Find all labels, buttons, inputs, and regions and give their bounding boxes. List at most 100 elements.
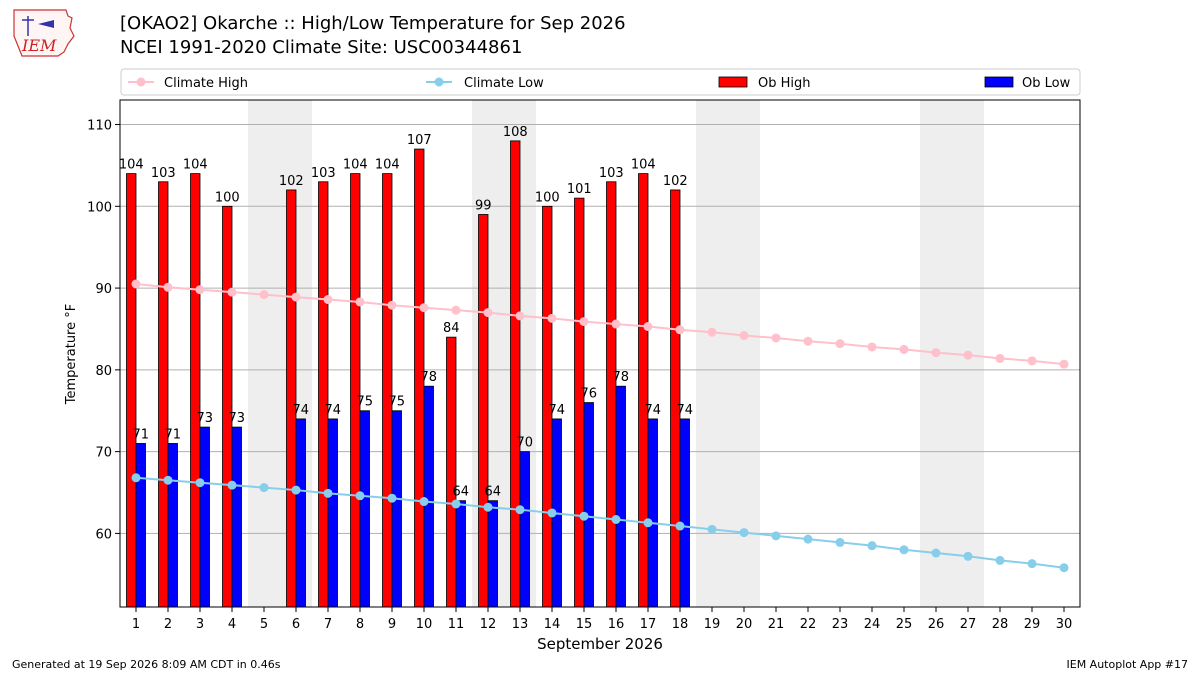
climate-low-point-2 [163, 475, 173, 485]
ob-low-label-15: 76 [580, 387, 597, 402]
x-tick-label-25: 25 [896, 617, 913, 632]
climate-high-point-20 [739, 331, 749, 341]
ob-low-bar-17 [647, 418, 658, 608]
ob-high-label-16: 103 [599, 166, 624, 181]
ob-low-bar-1 [135, 443, 146, 608]
x-tick-label-12: 12 [480, 617, 497, 632]
climate-low-point-27 [963, 551, 973, 561]
climate-low-point-24 [867, 541, 877, 551]
x-tick-label-5: 5 [260, 617, 268, 632]
climate-high-point-10 [419, 303, 429, 313]
y-tick-label-60: 60 [95, 527, 112, 542]
climate-low-point-30 [1059, 563, 1069, 573]
chart-subtitle: NCEI 1991-2020 Climate Site: USC00344861 [120, 37, 523, 58]
iem-logo-text: IEM [21, 36, 57, 55]
x-tick-label-14: 14 [544, 617, 561, 632]
ob-low-label-17: 74 [644, 403, 661, 418]
autoplot-app-label: IEM Autoplot App #17 [1066, 658, 1189, 671]
climate-low-point-20 [739, 528, 749, 538]
y-tick-label-70: 70 [95, 446, 112, 461]
ob-high-label-2: 103 [151, 166, 176, 181]
climate-high-point-4 [227, 287, 237, 297]
ob-low-bar-11 [455, 500, 466, 608]
climate-low-point-17 [643, 518, 653, 528]
climate-low-point-29 [1027, 559, 1037, 569]
ob-low-label-16: 78 [612, 370, 629, 385]
ob-low-label-1: 71 [132, 427, 149, 442]
climate-high-line [135, 282, 1065, 366]
climate-high-point-26 [931, 348, 941, 358]
ob-high-bar-12 [478, 214, 489, 608]
x-tick-label-13: 13 [512, 617, 529, 632]
climate-high-point-22 [803, 336, 813, 346]
climate-high-point-28 [995, 353, 1005, 363]
climate-high-point-9 [387, 300, 397, 310]
climate-high-point-19 [707, 327, 717, 337]
legend-ob-high-swatch [718, 76, 748, 88]
ob-low-label-14: 74 [548, 403, 565, 418]
climate-high-point-11 [451, 305, 461, 315]
climate-high-point-1 [131, 279, 141, 289]
ob-low-bar-18 [679, 418, 690, 608]
climate-low-point-7 [323, 488, 333, 498]
climate-low-point-4 [227, 480, 237, 490]
ob-low-label-8: 75 [356, 395, 373, 410]
climate-low-point-15 [579, 511, 589, 521]
climate-high-point-30 [1059, 359, 1069, 369]
line-series [131, 279, 1069, 573]
x-tick-label-30: 30 [1056, 617, 1073, 632]
bar-series [126, 140, 690, 608]
ob-high-bar-13 [510, 140, 521, 608]
x-tick-label-24: 24 [864, 617, 881, 632]
x-tick-label-3: 3 [196, 617, 204, 632]
legend-climate-high-swatch-marker [136, 77, 146, 87]
ob-low-label-7: 74 [324, 403, 341, 418]
ob-low-bar-12 [487, 500, 498, 608]
legend-climate-low-label: Climate Low [464, 76, 544, 91]
weekend-shade-19 [696, 100, 728, 607]
x-tick-label-27: 27 [960, 617, 977, 632]
ob-low-bar-6 [295, 418, 306, 608]
climate-low-point-10 [419, 497, 429, 507]
y-tick-label-80: 80 [95, 364, 112, 379]
climate-high-point-16 [611, 319, 621, 329]
climate-low-point-11 [451, 499, 461, 509]
plot-frame [119, 99, 1081, 608]
ob-high-bar-3 [190, 173, 201, 608]
ob-low-bar-3 [199, 426, 210, 608]
y-tick-label-110: 110 [87, 119, 112, 134]
climate-low-line [135, 476, 1065, 569]
ob-high-bar-8 [350, 173, 361, 608]
generated-timestamp: Generated at 19 Sep 2026 8:09 AM CDT in … [12, 658, 281, 671]
climate-low-point-9 [387, 493, 397, 503]
x-tick-label-15: 15 [576, 617, 593, 632]
ob-low-label-13: 70 [516, 436, 533, 451]
ob-high-label-6: 102 [279, 174, 304, 189]
ob-high-label-1: 104 [119, 158, 144, 173]
climate-low-point-1 [131, 473, 141, 483]
legend-climate-high-label: Climate High [164, 76, 248, 91]
x-tick-label-23: 23 [832, 617, 849, 632]
ob-high-bar-16 [606, 181, 617, 608]
y-tick-label-100: 100 [87, 200, 112, 215]
ob-high-label-13: 108 [503, 125, 528, 140]
ob-low-label-18: 74 [676, 403, 693, 418]
x-tick-label-18: 18 [672, 617, 689, 632]
climate-low-point-16 [611, 515, 621, 525]
iem-logo: IEM [13, 9, 75, 57]
climate-high-point-13 [515, 311, 525, 321]
climate-low-point-22 [803, 534, 813, 544]
ob-low-bar-13 [519, 451, 530, 608]
ob-high-bar-1 [126, 173, 137, 608]
x-tick-label-4: 4 [228, 617, 236, 632]
x-tick-label-29: 29 [1024, 617, 1041, 632]
climate-high-point-18 [675, 325, 685, 335]
x-tick-label-19: 19 [704, 617, 721, 632]
ob-low-bar-15 [583, 402, 594, 608]
ob-high-label-10: 107 [407, 133, 432, 148]
climate-low-point-8 [355, 491, 365, 501]
legend-ob-low-label: Ob Low [1022, 76, 1071, 91]
legend-box [120, 68, 1081, 96]
x-tick-label-10: 10 [416, 617, 433, 632]
